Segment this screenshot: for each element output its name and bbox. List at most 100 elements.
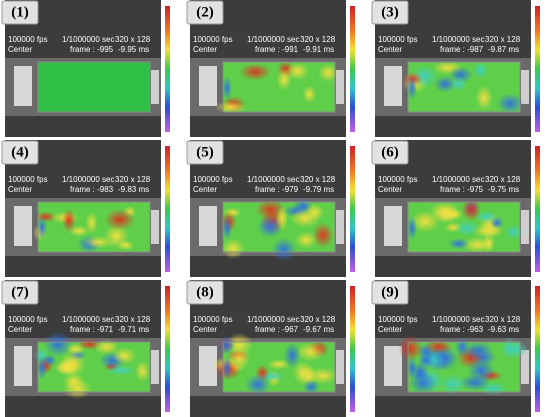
strain-blob — [434, 75, 457, 93]
strain-blob — [271, 237, 297, 262]
clamp — [521, 210, 529, 244]
strain-blob — [221, 238, 245, 259]
specimen-edge — [407, 201, 521, 253]
clamp — [384, 346, 402, 386]
strain-blob — [424, 339, 453, 354]
strain-blob — [222, 356, 232, 380]
specimen-edge — [222, 61, 336, 113]
strain-blob — [275, 205, 289, 232]
strain-blob — [43, 331, 73, 358]
strain-blob — [94, 338, 119, 355]
colorbar — [535, 146, 540, 272]
fps: 100000 fps — [8, 175, 48, 184]
frame: frame : -979 — [255, 185, 299, 194]
strain-blob — [227, 347, 251, 371]
clamp — [151, 210, 159, 244]
clamp — [336, 70, 344, 104]
strain-blob — [407, 216, 417, 240]
clamp — [521, 350, 529, 384]
shutter: 1/1000000 sec — [247, 315, 300, 324]
shutter: 1/1000000 sec — [62, 35, 115, 44]
strain-blob — [408, 371, 437, 395]
strain-blob — [448, 238, 470, 250]
fps: 100000 fps — [8, 315, 48, 324]
strain-blob — [239, 63, 272, 81]
clamp — [151, 70, 159, 104]
specimen-edge — [222, 201, 336, 253]
colorbar — [165, 146, 170, 272]
strain-blob — [62, 208, 76, 233]
panel-label: (1) — [11, 4, 29, 20]
fps: 100000 fps — [193, 35, 233, 44]
clamp — [199, 346, 217, 386]
clamp — [521, 70, 529, 104]
strain-blob — [461, 198, 482, 222]
time: -9.83 ms — [118, 185, 149, 194]
frame: frame : -967 — [255, 325, 299, 334]
panel-label: (7) — [11, 284, 29, 300]
frame: frame : -991 — [255, 45, 299, 54]
time: -9.71 ms — [118, 325, 149, 334]
fps: 100000 fps — [378, 315, 418, 324]
clamp — [384, 206, 402, 246]
frame: frame : -983 — [70, 185, 114, 194]
panel-label: (5) — [196, 144, 214, 160]
frame: frame : -975 — [440, 185, 484, 194]
strain-blob — [56, 357, 80, 377]
strain-blob — [463, 341, 494, 360]
panel-label: (2) — [196, 4, 214, 20]
specimen-edge — [37, 201, 151, 253]
strain-blob — [112, 347, 137, 365]
frame: frame : -995 — [70, 45, 114, 54]
shutter: 1/1000000 sec — [432, 35, 485, 44]
strain-blob — [407, 76, 417, 100]
strain-blob — [439, 373, 467, 395]
colorbar — [350, 286, 355, 412]
fps: 100000 fps — [378, 35, 418, 44]
strain-blob — [83, 236, 113, 249]
strain-blob — [501, 337, 518, 360]
label-box — [1, 0, 39, 25]
clamp — [384, 66, 402, 106]
strain-blob — [293, 361, 313, 385]
panel-label: (8) — [196, 284, 214, 300]
strain-blob — [214, 101, 247, 114]
strain-blob — [504, 224, 524, 240]
specimen-edge — [222, 341, 336, 393]
shutter: 1/1000000 sec — [247, 175, 300, 184]
label-box — [186, 280, 224, 305]
position: Center — [8, 45, 32, 54]
time: -9.95 ms — [118, 45, 149, 54]
label-box — [371, 280, 409, 305]
label-box — [1, 280, 39, 305]
position: Center — [378, 185, 402, 194]
strain-blob — [276, 68, 292, 91]
time: -9.75 ms — [488, 185, 519, 194]
strain-blob — [267, 359, 291, 370]
strain-blob — [218, 335, 235, 355]
shutter: 1/1000000 sec — [62, 315, 115, 324]
frame: frame : -987 — [440, 45, 484, 54]
fps: 100000 fps — [193, 175, 233, 184]
resolution: 320 x 128 — [300, 175, 336, 184]
clamp — [14, 206, 32, 246]
strain-blob — [467, 358, 495, 383]
strain-blob — [472, 223, 504, 239]
strain-blob — [318, 63, 339, 83]
strain-blob — [454, 220, 480, 237]
resolution: 320 x 128 — [485, 35, 521, 44]
strain-blob — [308, 367, 338, 385]
clamp — [199, 66, 217, 106]
resolution: 320 x 128 — [300, 35, 336, 44]
strain-blob — [305, 203, 325, 221]
specimen — [38, 62, 150, 112]
resolution: 320 x 128 — [485, 315, 521, 324]
strain-blob — [66, 343, 85, 355]
